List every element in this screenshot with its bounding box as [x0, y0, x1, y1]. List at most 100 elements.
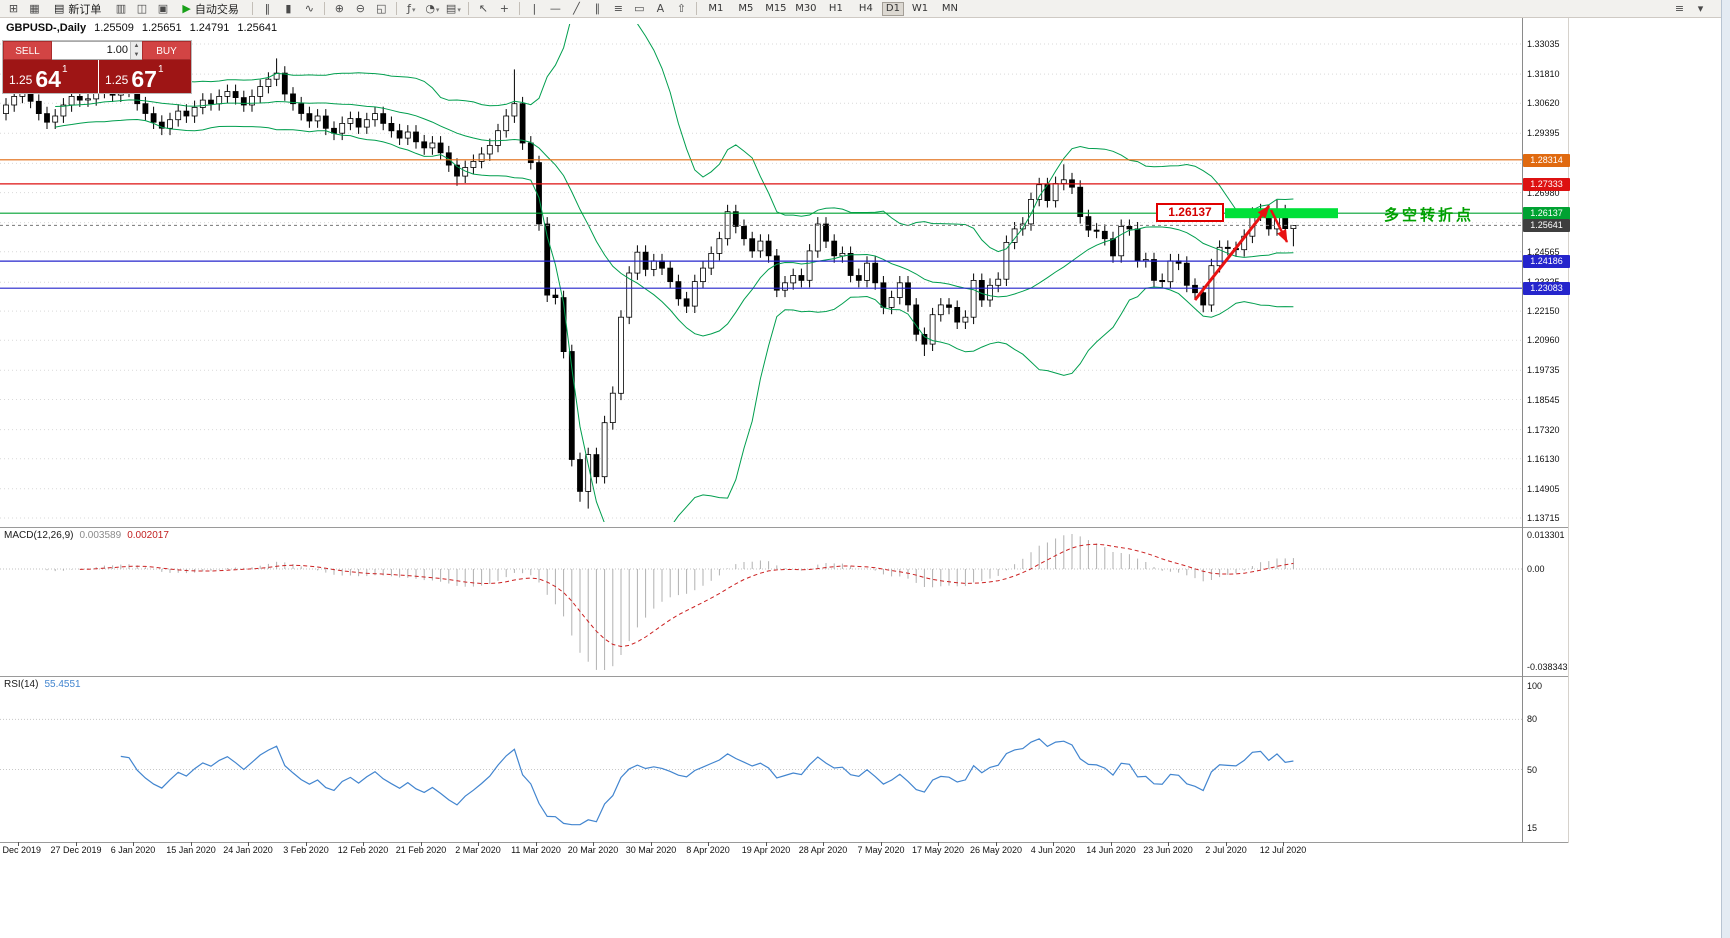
- auto-trading-button[interactable]: ▶ 自动交易: [175, 1, 245, 17]
- new-order-button[interactable]: ▤ 新订单: [47, 1, 108, 17]
- arrows-icon[interactable]: ⇧: [676, 2, 686, 15]
- bar-chart-icon[interactable]: ‖: [264, 2, 271, 15]
- date-label: 2 Mar 2020: [455, 845, 501, 855]
- sell-price-button[interactable]: 1.25 64 1: [3, 60, 98, 93]
- rsi-axis-label: 80: [1527, 714, 1538, 724]
- dropdown-arrow-icon[interactable]: ▾: [457, 6, 461, 14]
- macd-axis-zero: 0.00: [1527, 564, 1545, 574]
- toolbars-list-icon[interactable]: ≡: [1674, 2, 1685, 15]
- candlestick-chart-icon[interactable]: ▮: [285, 2, 292, 15]
- price-axis-label: 1.17320: [1527, 425, 1560, 435]
- date-label: 4 Jun 2020: [1030, 845, 1076, 855]
- buy-price-button[interactable]: 1.25 67 1: [99, 60, 191, 93]
- main-chart-canvas[interactable]: [0, 18, 1730, 527]
- toolbar-separator: [395, 2, 397, 15]
- date-label: 26 May 2020: [969, 845, 1023, 855]
- zoom-in-icon[interactable]: ⊕: [334, 2, 344, 15]
- pivot-zone-rect[interactable]: [1225, 208, 1338, 219]
- macd-panel-canvas[interactable]: [0, 528, 1730, 676]
- lot-size-value[interactable]: 1.00: [106, 44, 128, 56]
- panel-splitter-macd[interactable]: [0, 527, 1568, 528]
- horizontal-line-icon[interactable]: —: [549, 2, 561, 15]
- timeframe-m5-button[interactable]: M5: [738, 2, 754, 14]
- symbol-period-label: GBPUSD-,Daily: [6, 22, 87, 34]
- date-label: 23 Jun 2020: [1143, 845, 1193, 855]
- rsi-name: RSI(14): [4, 679, 39, 690]
- macd-main-value: 0.003589: [79, 530, 122, 541]
- line-chart-icon[interactable]: ∿: [304, 2, 314, 15]
- panel-splitter-rsi[interactable]: [0, 676, 1568, 677]
- indicators-icon[interactable]: ƒ▾: [407, 2, 416, 15]
- toolbar: ⊞ ▦ ▤ 新订单 ▥ ◫ ▣ ▶ 自动交易 ‖ ▮ ∿ ⊕ ⊖ ◱ ƒ▾ ◔▾ ▤▾ ↖ + | — ╱ ∥ ≡ ▭ A ⇧ M1 M5…: [0, 0, 1730, 18]
- timeframe-m30-button[interactable]: M30: [795, 2, 817, 14]
- templates-icon[interactable]: ▤▾: [445, 2, 461, 15]
- timeframe-mn-button[interactable]: MN: [941, 2, 958, 14]
- buy-button[interactable]: BUY: [142, 41, 191, 60]
- toolbar-right-icons: ≡ ▾: [1669, 1, 1711, 16]
- date-label: 28 Apr 2020: [798, 845, 848, 855]
- date-label: 20 Mar 2020: [567, 845, 619, 855]
- shapes-icon[interactable]: ▭: [634, 2, 645, 15]
- terminal-icon[interactable]: ▣: [157, 2, 169, 15]
- dropdown-arrow-icon[interactable]: ▾: [412, 6, 416, 14]
- trend-arrow[interactable]: [1193, 205, 1271, 301]
- date-label: 24 Jan 2020: [223, 845, 273, 855]
- timeframe-m1-button[interactable]: M1: [708, 2, 724, 14]
- ohlc-close: 1.25641: [237, 22, 278, 34]
- text-icon[interactable]: A: [656, 2, 665, 15]
- rsi-panel-canvas[interactable]: [0, 677, 1730, 842]
- crosshair-icon[interactable]: +: [499, 2, 509, 15]
- price-axis-label: 1.33035: [1527, 39, 1560, 49]
- macd-signal-value: 0.002017: [127, 530, 169, 541]
- toolbar-separator: [467, 2, 469, 15]
- toolbar-separator: [518, 2, 520, 15]
- date-label: 12 Feb 2020: [337, 845, 389, 855]
- toolbar-options-icon[interactable]: ▾: [1697, 2, 1704, 15]
- dropdown-arrow-icon[interactable]: ▾: [435, 6, 440, 14]
- price-axis-label: 1.20960: [1527, 335, 1560, 345]
- buy-price-pips: 67: [131, 66, 157, 92]
- timeframe-h1-button[interactable]: H1: [828, 2, 843, 14]
- date-label: 14 Jun 2020: [1086, 845, 1136, 855]
- lot-decrease-icon[interactable]: ▼: [131, 50, 142, 59]
- zoom-out-icon[interactable]: ⊖: [355, 2, 365, 15]
- new-chart-icon[interactable]: ⊞: [8, 2, 19, 15]
- sell-button[interactable]: SELL: [3, 41, 52, 60]
- fibonacci-icon[interactable]: ≡: [613, 2, 623, 15]
- macd-axis-max: 0.013301: [1527, 530, 1565, 540]
- timeframe-h4-button[interactable]: H4: [858, 2, 873, 14]
- date-label: 5 Dec 2019: [0, 845, 42, 855]
- rsi-indicator-label: RSI(14) 55.4551: [4, 679, 81, 690]
- timeframe-m15-button[interactable]: M15: [765, 2, 787, 14]
- date-label: 11 Mar 2020: [511, 845, 561, 855]
- time-axis-line: [0, 842, 1568, 843]
- cursor-icon[interactable]: ↖: [478, 2, 488, 15]
- trendline-icon[interactable]: ╱: [573, 2, 580, 15]
- tile-windows-icon[interactable]: ◱: [376, 2, 387, 15]
- periods-icon[interactable]: ◔▾: [425, 2, 440, 15]
- equidistant-channel-icon[interactable]: ∥: [594, 2, 601, 15]
- ohlc-high: 1.25651: [141, 22, 182, 34]
- trend-arrow[interactable]: [1269, 209, 1289, 243]
- sell-price-base: 1.25: [9, 73, 33, 87]
- lot-increase-icon[interactable]: ▲: [131, 42, 142, 51]
- window-scrollbar[interactable]: [1721, 0, 1730, 938]
- rsi-value: 55.4551: [44, 679, 81, 690]
- price-axis-line: [1522, 18, 1523, 842]
- timeframe-d1-button[interactable]: D1: [881, 1, 904, 16]
- vertical-line-icon[interactable]: |: [532, 2, 537, 15]
- timeframe-w1-button[interactable]: W1: [911, 2, 929, 14]
- price-axis-label: 1.16130: [1527, 454, 1560, 464]
- pivot-annotation-text[interactable]: 多空转折点: [1384, 207, 1475, 224]
- navigator-icon[interactable]: ◫: [136, 2, 148, 15]
- sell-price-pips: 64: [35, 66, 61, 92]
- buy-price-point: 1: [157, 64, 164, 75]
- lot-size-input[interactable]: 1.00 ▲ ▼: [52, 41, 142, 60]
- macd-axis-min: -0.038343: [1527, 662, 1568, 672]
- play-icon: ▶: [182, 2, 191, 15]
- pivot-price-callout[interactable]: 1.26137: [1156, 203, 1224, 222]
- market-watch-icon[interactable]: ▥: [115, 2, 127, 15]
- chart-profiles-icon[interactable]: ▦: [29, 2, 40, 15]
- date-label: 17 May 2020: [911, 845, 965, 855]
